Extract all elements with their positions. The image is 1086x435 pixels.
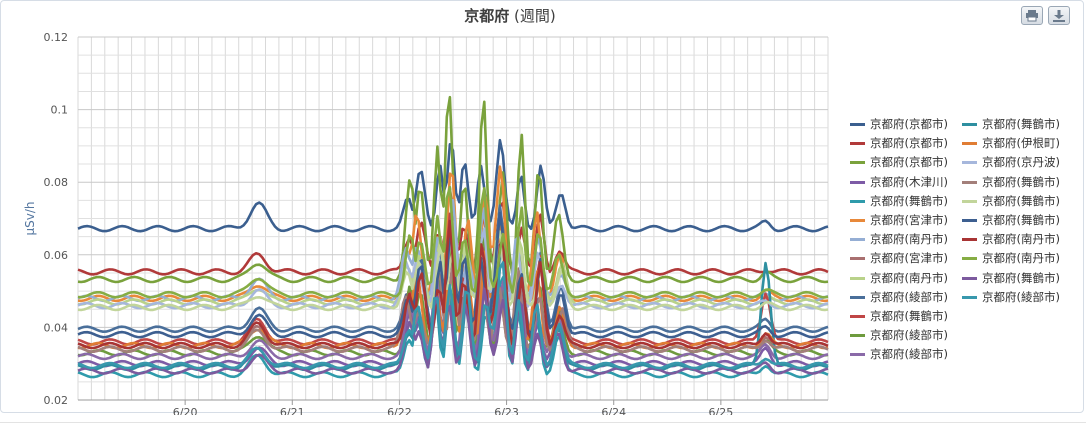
legend-swatch — [850, 315, 865, 318]
chart-title-main: 京都府 — [464, 7, 510, 25]
legend-label: 京都府(南丹市) — [870, 270, 948, 285]
series-line — [77, 165, 829, 303]
legend-swatch — [850, 276, 865, 280]
series-line — [77, 219, 829, 350]
y-tick-label: 0.02 — [44, 394, 69, 407]
legend-label: 京都府(南丹市) — [982, 251, 1060, 266]
y-tick-label: 0.06 — [44, 249, 69, 262]
export-button[interactable] — [1048, 6, 1070, 25]
legend-label: 京都府(舞鶴市) — [870, 309, 948, 323]
line-chart: 0.02 0.04 0.06 0.08 0.1 0.12 6/20 6/21 6/22 6/23 6… — [23, 31, 829, 415]
y-axis-title: μSv/h — [23, 201, 37, 235]
legend-swatch — [850, 199, 865, 203]
legend-swatch — [850, 161, 865, 165]
legend-swatch — [850, 295, 865, 299]
legend-swatch — [962, 142, 977, 146]
legend-swatch — [850, 238, 865, 242]
legend-label: 京都府(宮津市) — [870, 213, 948, 227]
legend-swatch — [962, 295, 977, 299]
legend-swatch — [962, 199, 977, 203]
series-lines — [77, 95, 829, 379]
legend-swatch — [850, 123, 865, 126]
legend-swatch — [962, 180, 977, 184]
legend-swatch — [962, 219, 977, 222]
x-tick-label: 6/23 — [494, 406, 519, 415]
bottom-divider — [0, 422, 1086, 423]
y-tick-label: 0.12 — [44, 31, 69, 44]
legend-swatch — [962, 123, 977, 126]
legend-label: 京都府(京都市) — [870, 117, 948, 131]
print-icon — [1026, 10, 1038, 22]
y-tick-label: 0.1 — [51, 104, 69, 117]
legend-label: 京都府(綾部市) — [870, 347, 948, 362]
x-tick-label: 6/22 — [387, 406, 412, 415]
legend-label: 京都府(綾部市) — [870, 289, 948, 304]
legend-swatch — [850, 180, 865, 184]
y-tick-label: 0.04 — [44, 321, 69, 334]
legend-swatch — [962, 276, 977, 280]
legend-label: 京都府(京丹波) — [982, 155, 1060, 170]
x-tick-label: 6/24 — [601, 406, 626, 415]
chart-title: 京都府 (週間) — [380, 5, 640, 26]
legend-label: 京都府(宮津市) — [870, 251, 948, 266]
legend-swatch — [850, 257, 865, 261]
legend-swatch — [962, 238, 977, 242]
legend-swatch — [850, 219, 865, 222]
axes: 0.02 0.04 0.06 0.08 0.1 0.12 6/20 6/21 6/22 6/23 6… — [23, 31, 828, 415]
legend-swatch — [850, 334, 865, 338]
legend-label: 京都府(舞鶴市) — [982, 213, 1060, 227]
legend-swatch — [850, 353, 865, 357]
legend-swatch — [962, 161, 977, 165]
legend-label: 京都府(南丹市) — [870, 232, 948, 247]
legend-label: 京都府(綾部市) — [982, 289, 1060, 304]
x-tick-label: 6/20 — [173, 406, 198, 415]
chart-subtitle: (週間) — [514, 7, 556, 25]
legend-label: 京都府(京都市) — [870, 155, 948, 170]
legend-label: 京都府(南丹市) — [982, 232, 1060, 247]
print-button[interactable] — [1021, 6, 1043, 25]
series-line — [77, 287, 829, 375]
legend-label: 京都府(綾部市) — [870, 328, 948, 343]
legend-label: 京都府(舞鶴市) — [982, 270, 1060, 285]
legend-swatch — [962, 257, 977, 261]
download-icon — [1053, 10, 1065, 22]
legend-label: 京都府(舞鶴市) — [982, 193, 1060, 208]
legend-label: 京都府(木津川) — [870, 174, 948, 189]
legend-label: 京都府(伊根町) — [982, 136, 1060, 151]
legend-label: 京都府(京都市) — [870, 136, 948, 151]
y-tick-label: 0.08 — [44, 176, 69, 189]
legend-label: 京都府(舞鶴市) — [870, 193, 948, 208]
series-line — [77, 261, 829, 370]
legend-swatch — [850, 142, 865, 146]
x-tick-label: 6/21 — [280, 406, 305, 415]
legend-label: 京都府(舞鶴市) — [982, 117, 1060, 131]
x-tick-label: 6/25 — [709, 406, 734, 415]
series-line — [77, 185, 829, 299]
legend-label: 京都府(舞鶴市) — [982, 174, 1060, 189]
